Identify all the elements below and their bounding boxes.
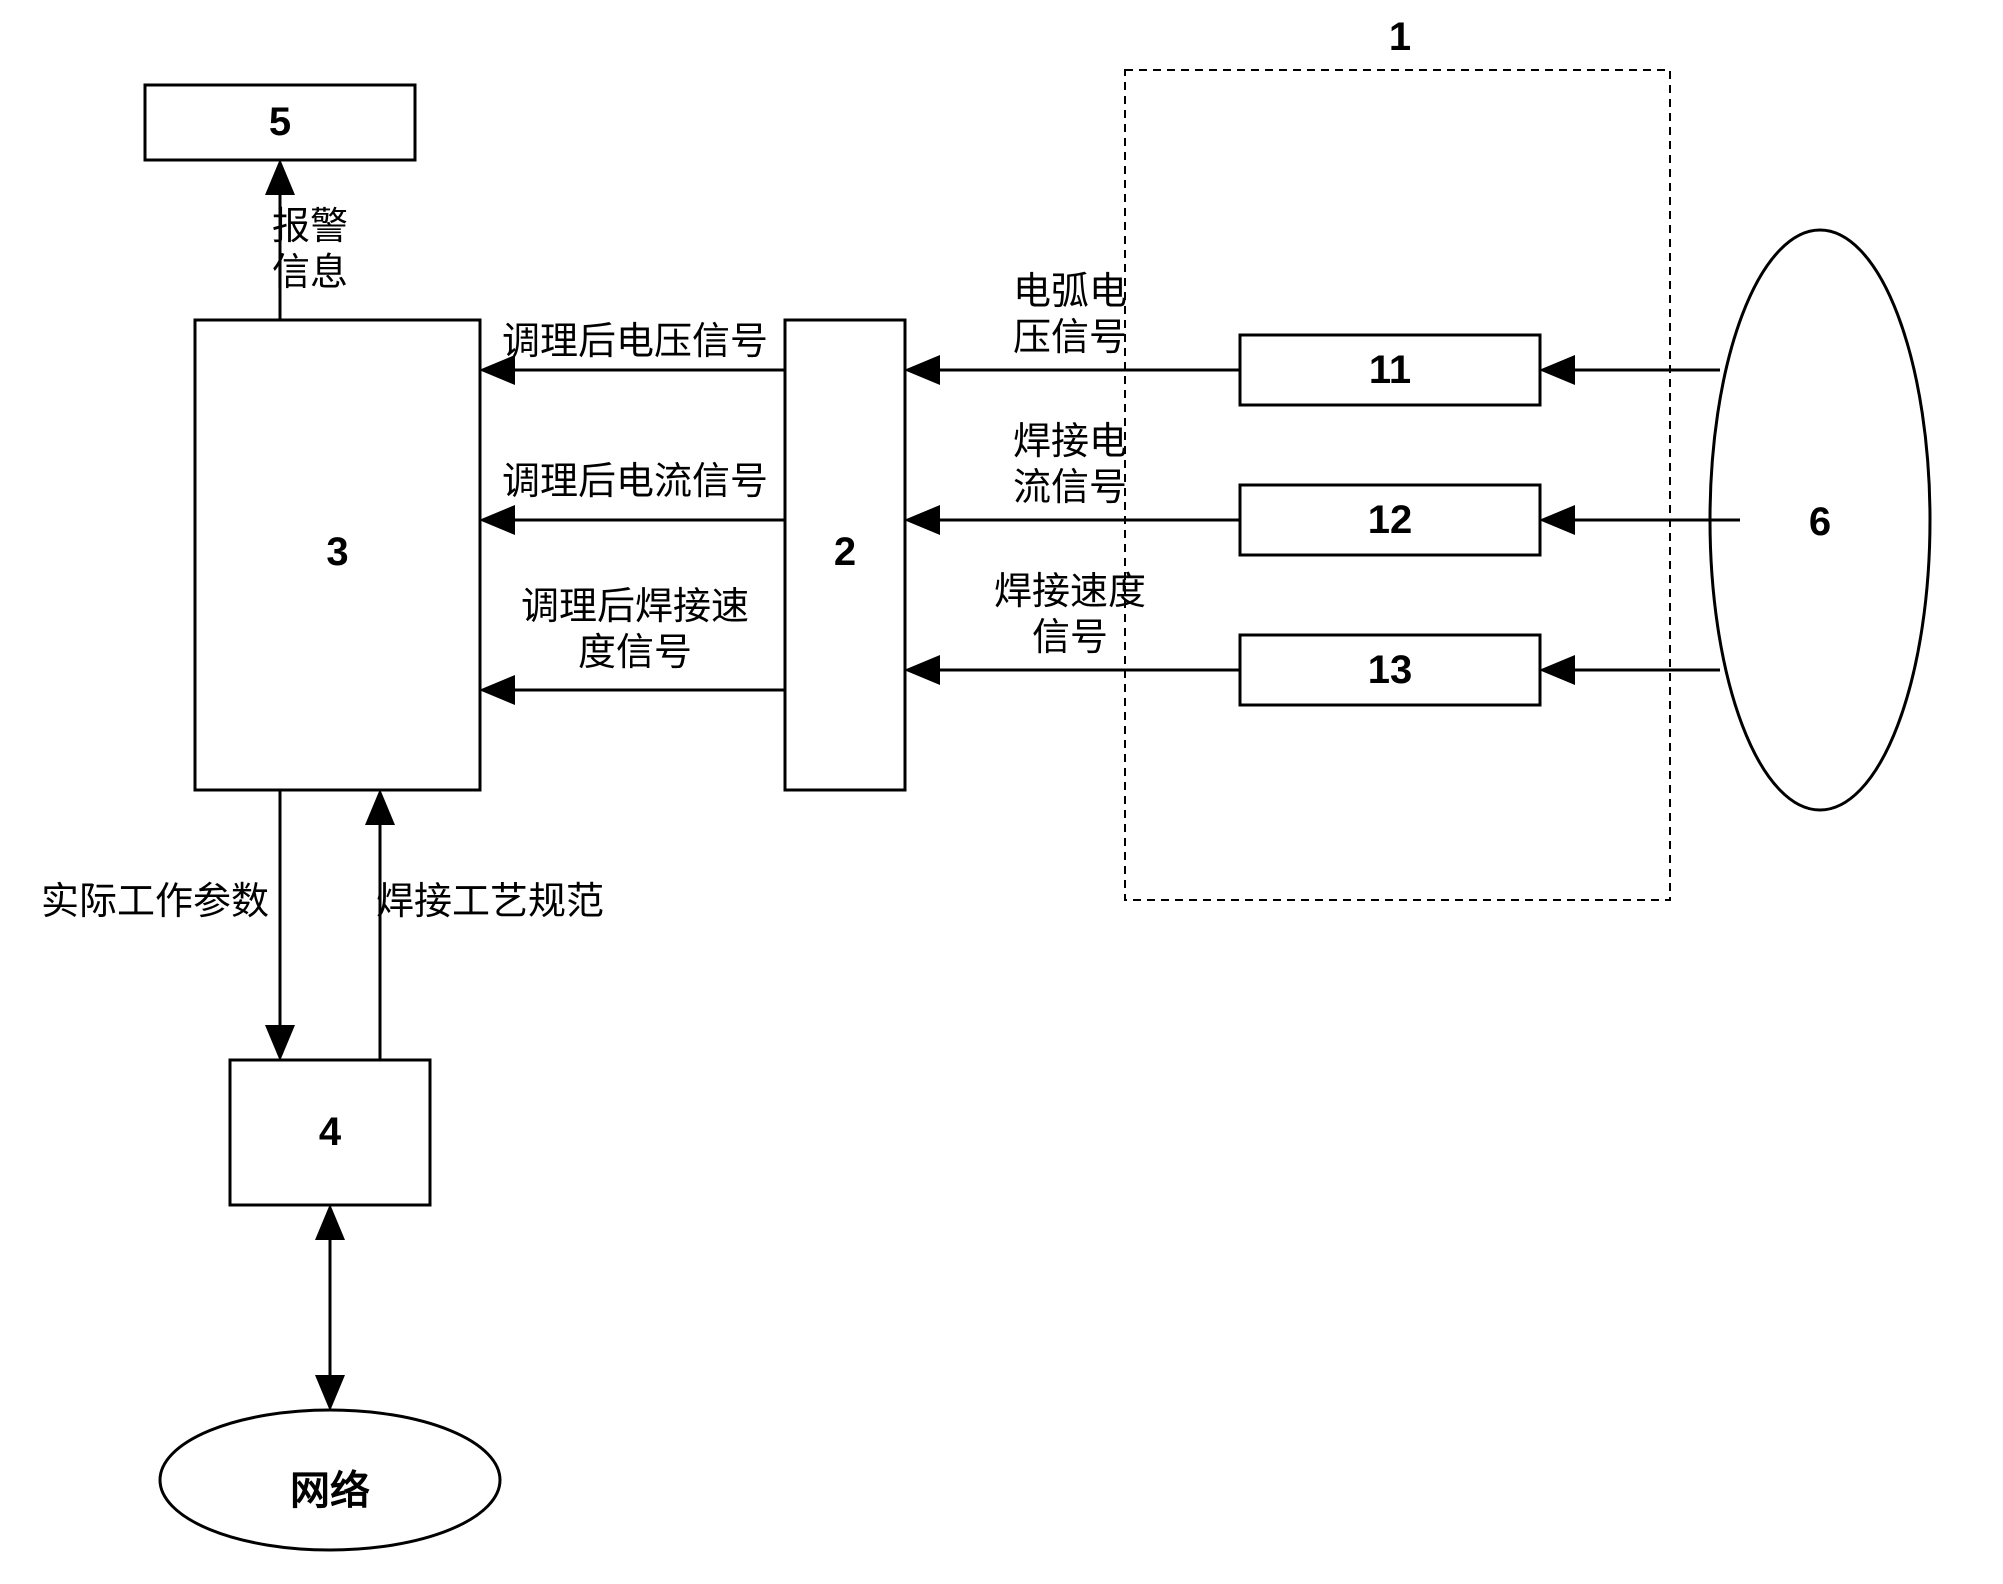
label-box-2: 2 bbox=[785, 530, 905, 575]
label-box-5: 5 bbox=[145, 100, 415, 145]
label-box-11: 11 bbox=[1240, 348, 1540, 393]
label-box-13: 13 bbox=[1240, 648, 1540, 693]
label-speed-cond: 调理后焊接速 度信号 bbox=[500, 585, 770, 676]
label-box-3: 3 bbox=[195, 530, 480, 575]
label-ellipse-6: 6 bbox=[1790, 500, 1850, 545]
label-ellipse-network: 网络 bbox=[160, 1458, 500, 1516]
label-weld-current: 焊接电 流信号 bbox=[1000, 420, 1140, 511]
label-box-12: 12 bbox=[1240, 498, 1540, 543]
label-current-cond: 调理后电流信号 bbox=[490, 460, 780, 506]
label-arc-voltage: 电弧电 压信号 bbox=[1000, 270, 1140, 361]
label-weld-speed: 焊接速度 信号 bbox=[985, 570, 1155, 661]
label-weld-spec: 焊接工艺规范 bbox=[360, 880, 620, 926]
label-dashed-1: 1 bbox=[1370, 15, 1430, 60]
label-box-4: 4 bbox=[230, 1110, 430, 1155]
label-voltage-cond: 调理后电压信号 bbox=[490, 320, 780, 366]
label-actual-params: 实际工作参数 bbox=[25, 880, 285, 926]
label-alarm: 报警 信息 bbox=[250, 205, 370, 296]
